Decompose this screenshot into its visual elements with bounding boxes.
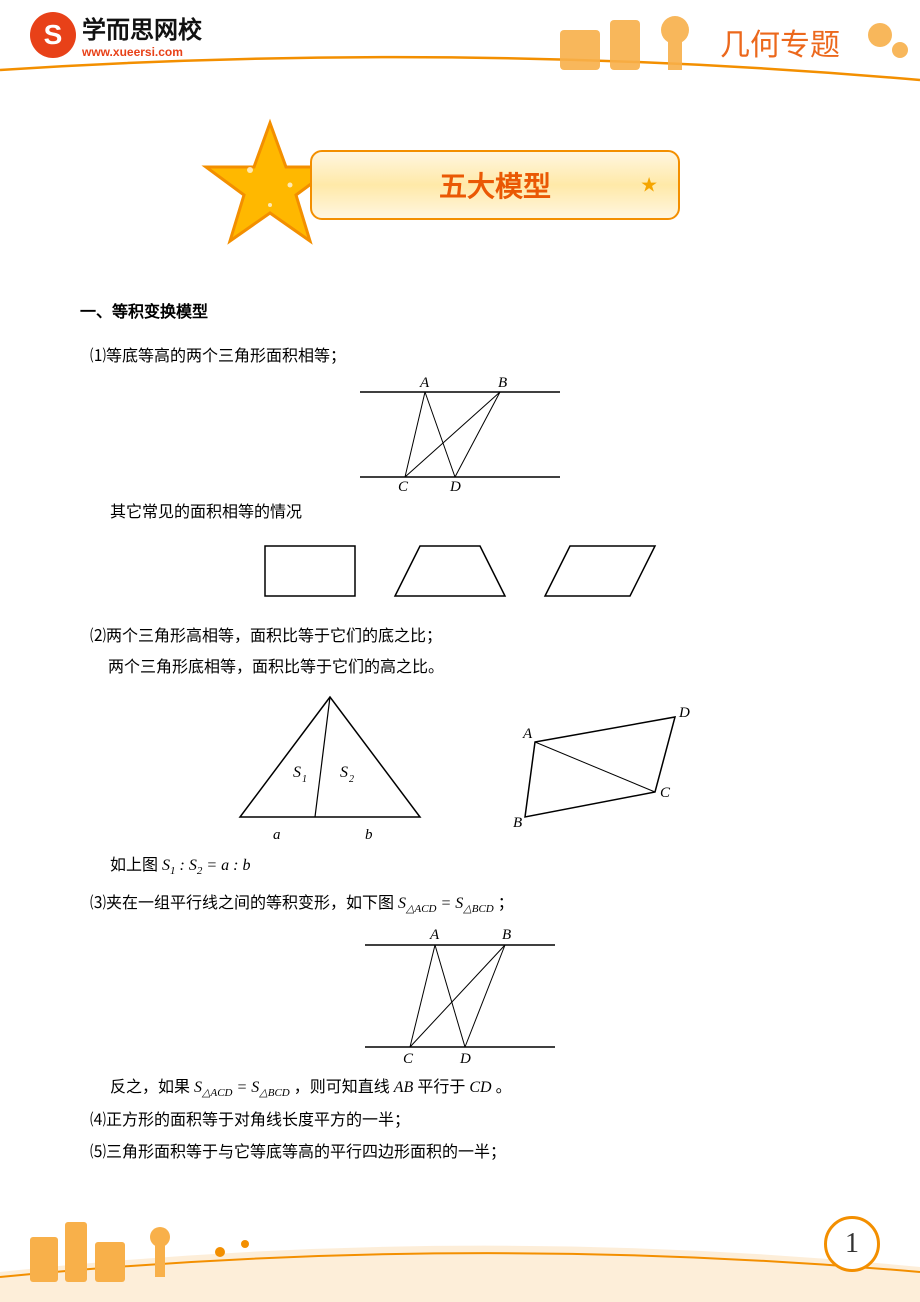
item-3-formula: S△ACD = S△BCD xyxy=(398,895,494,912)
svg-text:B: B xyxy=(502,927,511,943)
svg-text:S: S xyxy=(293,764,301,781)
svg-text:2: 2 xyxy=(349,774,354,785)
section-heading: 一、等积变换模型 xyxy=(80,300,840,326)
item-4: ⑷正方形的面积等于对角线长度平方的一半； xyxy=(90,1108,840,1134)
item-3: ⑶夹在一组平行线之间的等积变形，如下图 S△ACD = S△BCD ； xyxy=(90,891,840,919)
item-3-suffix: ； xyxy=(498,895,514,912)
figure-1: A B C D xyxy=(80,377,840,492)
svg-text:C: C xyxy=(398,479,409,492)
caption-1: 其它常见的面积相等的情况 xyxy=(110,500,840,526)
small-star-icon: ★ xyxy=(640,173,658,198)
chapter-title-badge: 五大模型 ★ xyxy=(200,130,680,240)
item-3-converse: 反之，如果 S△ACD = S△BCD ，则可知直线 AB 平行于 CD 。 xyxy=(110,1075,840,1103)
svg-text:1: 1 xyxy=(302,774,307,785)
item-3-converse-a: 反之，如果 xyxy=(110,1079,194,1096)
brand-name: 学而思网校 xyxy=(82,10,202,45)
svg-text:D: D xyxy=(459,1051,471,1067)
item-2b: 两个三角形底相等，面积比等于它们的高之比。 xyxy=(108,655,840,681)
figure-3: A B C D xyxy=(80,927,840,1067)
item-3-converse-b: ，则可知直线 AB 平行于 CD 。 xyxy=(294,1079,512,1096)
figure-shapes-row xyxy=(80,536,840,606)
formula-2-prefix: 如上图 xyxy=(110,857,162,874)
figure-triangle-split: S 1 S 2 a b xyxy=(215,687,445,847)
formula-2: 如上图 S1 : S2 = a : b xyxy=(110,853,840,881)
svg-text:D: D xyxy=(678,705,690,721)
header-decoration-icon: 几何专题 xyxy=(520,0,920,80)
item-1: ⑴等底等高的两个三角形面积相等； xyxy=(90,344,840,370)
shape-parallelogram xyxy=(535,536,665,606)
chapter-title: 五大模型 xyxy=(439,165,551,205)
item-3-converse-formula: S△ACD = S△BCD xyxy=(194,1079,290,1096)
svg-text:B: B xyxy=(498,377,507,391)
svg-text:B: B xyxy=(513,815,522,831)
item-5: ⑸三角形面积等于与它等底等高的平行四边形面积的一半； xyxy=(90,1140,840,1166)
figure-2-row: S 1 S 2 a b A D C B xyxy=(80,687,840,847)
svg-text:C: C xyxy=(403,1051,414,1067)
item-3-prefix: ⑶夹在一组平行线之间的等积变形，如下图 xyxy=(90,895,398,912)
figure-quadrilateral: A D C B xyxy=(505,692,705,842)
shape-rectangle xyxy=(255,536,365,606)
svg-text:S: S xyxy=(340,764,348,781)
svg-text:a: a xyxy=(273,827,281,843)
chapter-title-box: 五大模型 ★ xyxy=(310,150,680,220)
page-number: 1 xyxy=(824,1216,880,1272)
svg-text:A: A xyxy=(429,927,440,943)
item-2a: ⑵两个三角形高相等，面积比等于它们的底之比； xyxy=(90,624,840,650)
svg-text:D: D xyxy=(449,479,461,492)
document-body: 一、等积变换模型 ⑴等底等高的两个三角形面积相等； A B C D 其它常见的面… xyxy=(80,300,840,1172)
svg-text:A: A xyxy=(419,377,430,391)
shape-trapezoid xyxy=(385,536,515,606)
svg-text:A: A xyxy=(522,726,533,742)
formula-2-expr: S1 : S2 = a : b xyxy=(162,857,250,874)
header-tag-text: 几何专题 xyxy=(720,29,840,62)
footer-decoration-icon xyxy=(0,1182,920,1302)
svg-text:b: b xyxy=(365,827,373,843)
svg-text:C: C xyxy=(660,785,671,801)
page-header: S 学而思网校 www.xueersi.com 几何专题 xyxy=(0,0,920,80)
